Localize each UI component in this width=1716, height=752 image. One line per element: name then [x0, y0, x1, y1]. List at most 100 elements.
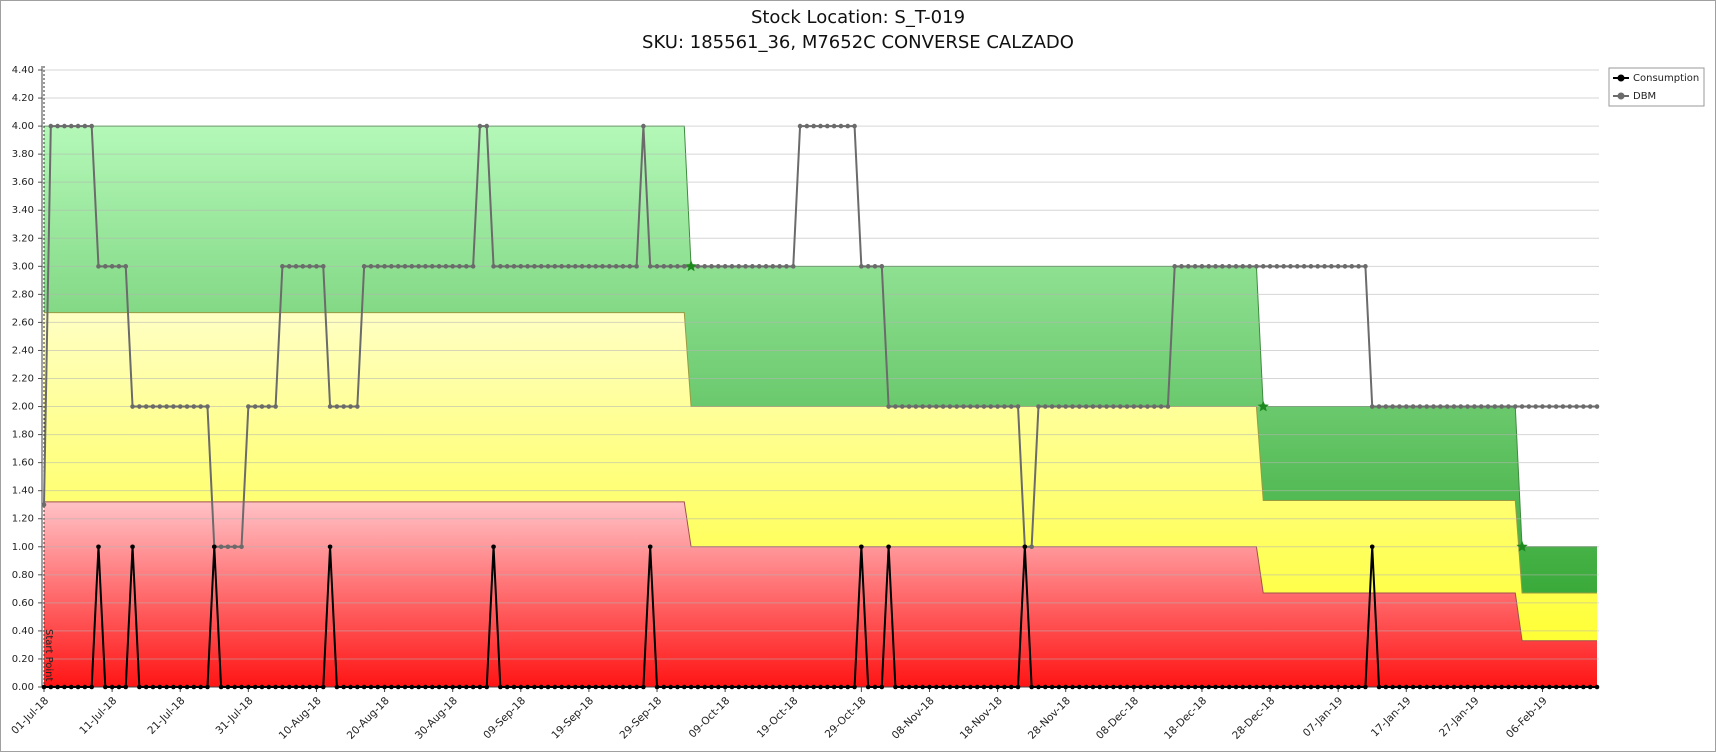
series-point: [320, 264, 326, 269]
series-point: [1581, 684, 1586, 690]
series-point: [1131, 404, 1137, 409]
series-point: [1015, 684, 1021, 690]
series-point: [1369, 404, 1375, 409]
series-point: [1417, 404, 1423, 409]
series-point: [566, 264, 571, 269]
series-point: [103, 264, 108, 269]
series-point: [579, 264, 585, 269]
series-point: [504, 264, 510, 269]
series-point: [852, 123, 857, 129]
series-point: [341, 684, 347, 690]
series-point: [518, 684, 524, 690]
series-point: [123, 264, 129, 269]
series-point: [96, 264, 101, 269]
series-point: [777, 264, 782, 269]
series-point: [1002, 684, 1007, 690]
series-point: [1111, 684, 1116, 690]
series-point: [1383, 404, 1389, 409]
series-point: [1131, 684, 1137, 690]
series-point: [1363, 684, 1368, 690]
series-point: [450, 684, 455, 690]
series-point: [1036, 684, 1041, 690]
series-point: [954, 684, 960, 690]
series-point: [1465, 404, 1470, 409]
series-point: [1547, 404, 1552, 409]
series-point: [722, 264, 728, 269]
series-point: [143, 404, 149, 409]
series-point: [477, 123, 483, 129]
series-point: [464, 264, 469, 269]
series-point: [927, 684, 932, 690]
series-point: [1063, 684, 1069, 690]
series-point: [1172, 684, 1177, 690]
y-tick-label: 4.20: [12, 93, 34, 104]
zone-edge-green: [44, 125, 1597, 548]
series-point: [1506, 684, 1511, 690]
series-point: [1403, 684, 1409, 690]
series-point: [436, 684, 442, 690]
series-point: [327, 544, 333, 550]
series-point: [600, 684, 605, 690]
series-point: [232, 684, 238, 690]
series-point: [252, 684, 258, 690]
series-point: [1376, 684, 1382, 690]
series-point: [1226, 684, 1232, 690]
series-point: [825, 123, 830, 129]
series-point: [1083, 404, 1089, 409]
series-point: [852, 684, 857, 690]
series-point: [770, 684, 776, 690]
series-point: [1179, 684, 1184, 690]
legend-label: DBM: [1633, 91, 1656, 102]
series-point: [702, 264, 708, 269]
series-point: [872, 264, 878, 269]
series-point: [899, 404, 905, 409]
series-point: [654, 264, 660, 269]
series-point: [784, 684, 789, 690]
y-tick-label: 0.00: [12, 682, 34, 693]
series-point: [1104, 404, 1109, 409]
series-point: [225, 544, 231, 550]
series-point: [1424, 684, 1430, 690]
y-tick-label: 3.80: [12, 149, 34, 160]
zone-edge-red: [44, 501, 1597, 642]
series-point: [1260, 264, 1266, 269]
series-point: [123, 684, 129, 690]
series-point: [300, 684, 306, 690]
y-tick-label: 2.20: [12, 374, 34, 385]
y-tick-label: 2.40: [12, 345, 34, 356]
series-point: [1206, 684, 1212, 690]
series-point: [756, 264, 762, 269]
series-point: [1151, 404, 1157, 409]
series-point: [688, 684, 694, 690]
series-point: [981, 404, 987, 409]
series-point: [395, 264, 401, 269]
series-point: [361, 264, 367, 269]
series-point: [518, 264, 524, 269]
series-point: [1322, 264, 1327, 269]
series-point: [1274, 684, 1280, 690]
series-point: [1451, 684, 1457, 690]
series-point: [668, 264, 673, 269]
series-point: [661, 684, 667, 690]
series-point: [1186, 684, 1191, 690]
series-point: [355, 404, 360, 409]
series-point: [1438, 404, 1443, 409]
series-point: [1308, 264, 1314, 269]
series-point: [756, 684, 762, 690]
series-point: [1560, 404, 1566, 409]
y-tick-label: 0.40: [12, 626, 34, 637]
series-point: [259, 684, 265, 690]
series-point: [368, 264, 374, 269]
series-point: [498, 684, 503, 690]
series-point: [893, 684, 898, 690]
series-point: [259, 404, 265, 409]
series-point: [1526, 684, 1532, 690]
series-point: [1042, 404, 1048, 409]
series-point: [82, 123, 88, 129]
series-point: [1172, 264, 1177, 269]
series-point: [1376, 404, 1382, 409]
y-tick-label: 1.40: [12, 486, 34, 497]
series-point: [1567, 404, 1573, 409]
series-point: [716, 684, 721, 690]
series-point: [1390, 404, 1395, 409]
